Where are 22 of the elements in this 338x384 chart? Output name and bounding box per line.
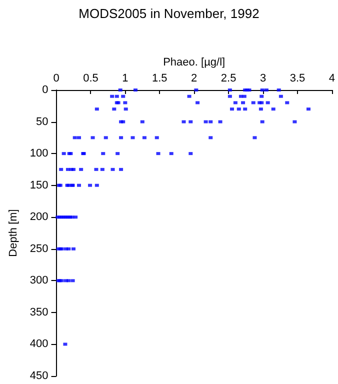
x-tick-label: 1 [122,72,128,84]
x-tick-label: 1.5 [152,72,168,84]
y-tick-label: 300 [30,274,48,287]
y-tick-label: 150 [30,179,48,192]
x-tick-label: 2.5 [220,72,236,84]
y-tick-label: 50 [36,116,48,128]
x-axis-title: Phaeo. [µg/l] [163,56,226,69]
x-tick-label: 0.5 [83,72,98,84]
y-tick-label: 450 [30,370,48,382]
y-tick-label: 250 [30,242,48,255]
y-tick-label: 100 [30,148,48,160]
x-tick-label: 4 [328,72,336,84]
y-axis-title: Depth [m] [8,209,20,257]
x-tick-label: 3.5 [290,72,306,84]
y-tick-label: 350 [30,306,48,318]
y-tick-label: 0 [42,84,48,96]
x-tick-label: 2 [191,72,198,84]
y-tick-label: 200 [30,211,48,224]
x-tick-label: 3 [260,72,266,84]
x-tick-label: 0 [53,72,60,84]
y-tick-label: 400 [30,338,48,350]
chart-title: MODS2005 in November, 1992 [78,6,260,21]
